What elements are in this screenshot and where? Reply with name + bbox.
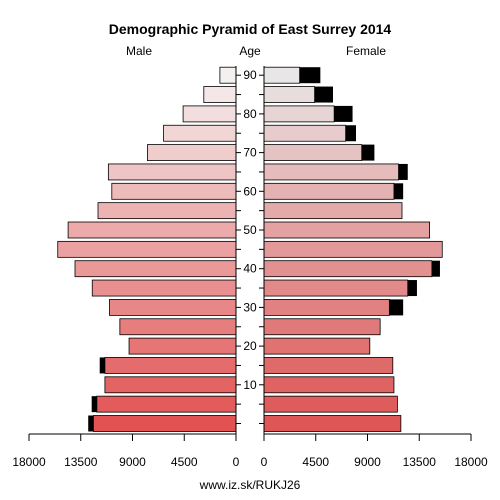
female-bar-80-84: [263, 105, 335, 123]
female-x-tick-label: 0: [261, 455, 268, 469]
male-bar-50-54: [67, 221, 237, 239]
female-bar-10-14: [263, 376, 395, 394]
age-tick-label: 50: [243, 223, 257, 237]
male-bar-85-89: [203, 86, 237, 103]
male-bar-60-64: [111, 182, 237, 200]
female-bar-70-74: [263, 144, 363, 162]
male-bar-80-84: [182, 105, 237, 123]
age-tick-label: 40: [243, 262, 257, 276]
female-bar-20-24: [263, 337, 371, 355]
age-tick-label: 70: [243, 146, 257, 160]
male-bar-35-39: [91, 279, 237, 297]
female-excess-85-89: [314, 86, 333, 103]
age-label: Age: [239, 44, 261, 58]
female-label: Female: [346, 44, 386, 58]
female-bar-0-4: [263, 415, 402, 432]
female-excess-35-39: [407, 280, 417, 297]
male-excess-5-9: [91, 396, 97, 413]
female-x-tick-label: 18000: [454, 455, 488, 469]
male-x-tick-label: 18000: [12, 455, 46, 469]
female-bar-40-44: [263, 260, 433, 278]
female-x-tick-label: 4500: [302, 455, 329, 469]
age-tick-label: 10: [243, 378, 257, 392]
female-excess-60-64: [393, 183, 404, 200]
age-tick-label: 60: [243, 184, 257, 198]
age-tick-label: 30: [243, 300, 257, 314]
male-bar-75-79: [163, 124, 237, 142]
age-tick-label: 80: [243, 107, 257, 121]
male-x-tick-label: 13500: [64, 455, 98, 469]
male-bar-65-69: [107, 163, 237, 181]
male-bar-25-29: [119, 318, 237, 336]
male-x-tick-label: 0: [233, 455, 240, 469]
male-bar-55-59: [97, 202, 237, 220]
female-excess-80-84: [334, 105, 353, 122]
age-tick-label: 20: [243, 339, 257, 353]
female-bar-55-59: [263, 202, 403, 220]
female-bar-35-39: [263, 279, 409, 297]
female-bar-45-49: [263, 240, 443, 258]
female-bar-90+: [263, 66, 301, 84]
male-label: Male: [126, 44, 152, 58]
male-bar-5-9: [96, 395, 237, 413]
male-bar-40-44: [74, 260, 237, 278]
female-bar-60-64: [263, 182, 395, 200]
chart-title: Demographic Pyramid of East Surrey 2014: [109, 21, 392, 37]
male-x-tick-label: 9000: [119, 455, 146, 469]
male-bar-45-49: [57, 240, 237, 258]
male-bar-30-34: [109, 298, 237, 316]
female-excess-40-44: [431, 260, 440, 277]
female-bar-5-9: [263, 395, 398, 413]
female-x-tick-label: 13500: [403, 455, 437, 469]
male-bar-15-19: [104, 357, 237, 374]
male-excess-15-19: [99, 357, 105, 374]
female-bar-75-79: [263, 124, 347, 142]
female-bar-50-54: [263, 221, 431, 239]
source-label: www.iz.sk/RUKJ26: [199, 478, 301, 492]
female-excess-75-79: [345, 125, 356, 142]
male-bar-10-14: [104, 376, 237, 394]
female-bar-65-69: [263, 163, 399, 181]
age-tick-label: 90: [243, 68, 257, 82]
male-x-tick-label: 4500: [171, 455, 198, 469]
male-excess-0-4: [88, 415, 94, 432]
male-bar-90+: [219, 66, 237, 84]
male-bar-70-74: [147, 144, 237, 162]
female-excess-30-34: [389, 299, 404, 316]
male-bar-0-4: [93, 415, 237, 432]
female-excess-70-74: [361, 144, 375, 161]
female-excess-65-69: [398, 163, 408, 180]
female-x-tick-label: 9000: [354, 455, 381, 469]
female-excess-90+: [299, 67, 321, 84]
plot-area: 10 20 30 40 50 60 70 80 90 18000 13500 9000 4500 0 0 45…: [12, 66, 488, 469]
female-bar-15-19: [263, 357, 394, 374]
female-bar-30-34: [263, 298, 390, 316]
male-bar-20-24: [128, 337, 237, 355]
female-bar-25-29: [263, 318, 381, 336]
female-bar-85-89: [263, 86, 315, 103]
